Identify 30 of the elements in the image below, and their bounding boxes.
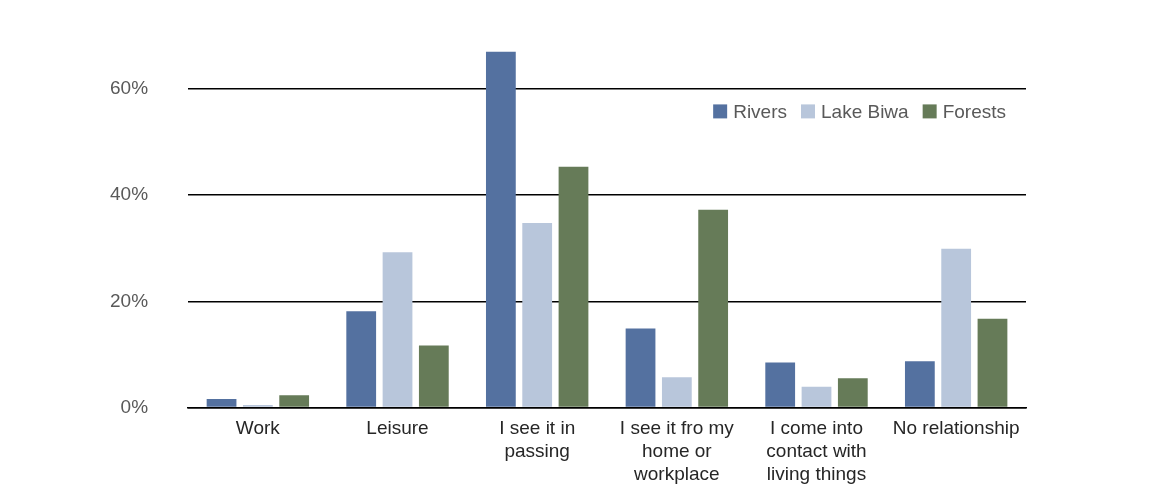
bar — [837, 378, 868, 407]
bar — [522, 223, 553, 407]
bar — [904, 361, 935, 407]
bar — [382, 252, 413, 407]
bar — [625, 328, 656, 407]
x-tick-label: I see it fro my home or workplace — [619, 417, 735, 484]
bar — [801, 386, 832, 407]
bar — [558, 166, 589, 407]
y-tick-label: 0% — [120, 395, 149, 417]
y-tick-label: 60% — [110, 76, 149, 98]
x-tick-label: Leisure — [366, 417, 429, 439]
bar — [765, 362, 796, 407]
bar — [279, 395, 310, 407]
y-tick-label: 20% — [110, 289, 149, 311]
legend-label: Lake Biwa — [820, 100, 910, 122]
bar — [418, 345, 449, 407]
x-tick-label: Work — [235, 417, 281, 439]
x-tick-label: I come into contact with living things — [766, 417, 867, 484]
bar — [485, 51, 516, 407]
bar — [698, 209, 729, 407]
legend-label: Rivers — [733, 100, 787, 122]
bar — [346, 311, 377, 407]
legend-label: Forests — [942, 100, 1007, 122]
bar — [941, 248, 972, 407]
bar — [661, 377, 692, 407]
x-tick-label: I see it in passing — [499, 417, 576, 462]
y-tick-label: 40% — [110, 183, 149, 205]
bar — [206, 399, 237, 407]
x-tick-label: No relationship — [892, 417, 1020, 439]
bar — [977, 318, 1008, 407]
